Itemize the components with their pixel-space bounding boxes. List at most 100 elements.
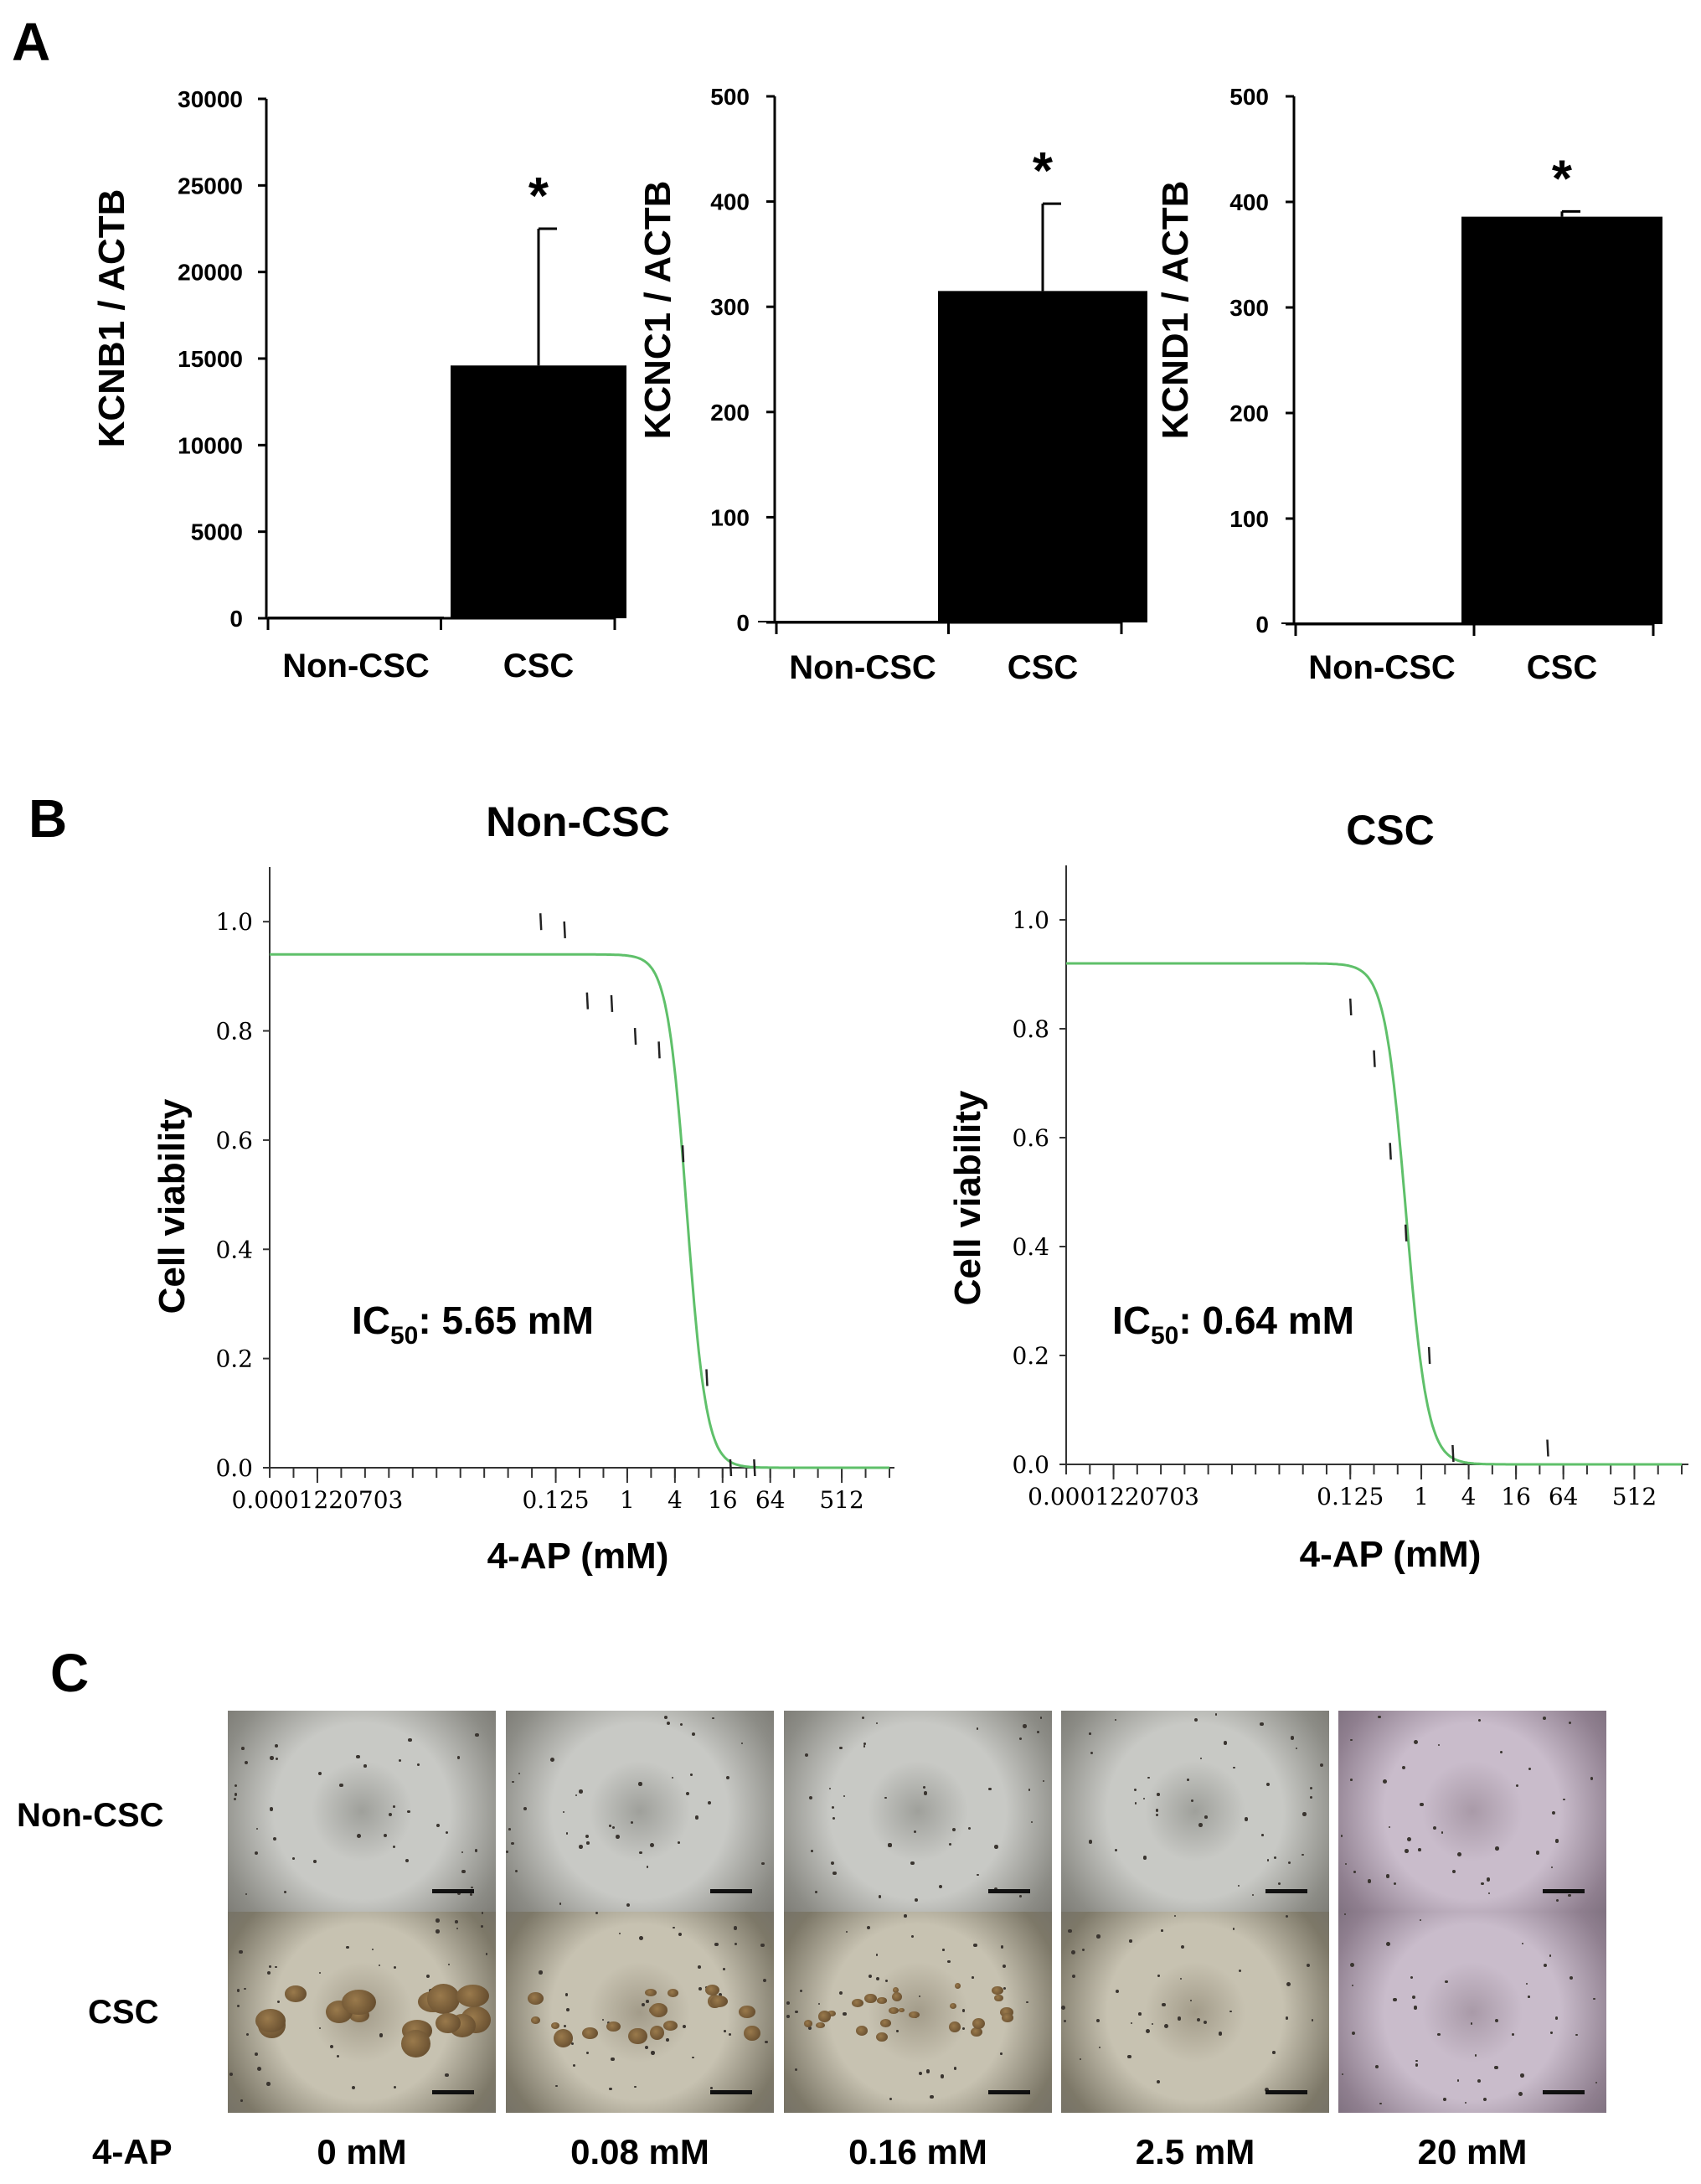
cell-dot xyxy=(911,1934,915,1938)
cell-dot xyxy=(925,2069,930,2073)
cell-dot xyxy=(1379,2102,1383,2105)
cell-dot xyxy=(1550,2032,1553,2034)
cell-dot xyxy=(1415,2059,1418,2063)
cell-dot xyxy=(1127,2054,1131,2058)
cell-dot xyxy=(238,1949,243,1954)
cell-dot xyxy=(586,1841,590,1845)
cell-dot xyxy=(1156,1809,1159,1812)
cell-dot xyxy=(291,1857,295,1860)
cell-dot xyxy=(393,1966,396,1970)
scale-bar xyxy=(710,2090,752,2094)
cell-dot xyxy=(485,1953,487,1955)
ic50-annotation: IC50: 5.65 mM xyxy=(352,1299,594,1350)
cell-dot xyxy=(1544,1964,1548,1968)
cell-dot xyxy=(672,1777,674,1779)
sphere-colony xyxy=(284,1985,307,2002)
cell-dot xyxy=(863,1745,865,1748)
cell-dot xyxy=(269,1806,274,1811)
cell-dot xyxy=(1385,1874,1389,1878)
cell-dot xyxy=(692,1732,696,1737)
cell-dot xyxy=(1295,1747,1298,1749)
cell-dot xyxy=(1378,1715,1381,1718)
cell-dot xyxy=(399,1759,402,1763)
micrograph-csc-2 xyxy=(784,1912,1052,2113)
cell-dot xyxy=(1350,1779,1353,1782)
cell-dot xyxy=(245,1892,247,1895)
cell-dot xyxy=(1162,2002,1167,2007)
cell-dot xyxy=(1177,2016,1182,2021)
scale-bar xyxy=(1543,1889,1585,1893)
y-tick-label: 0.0 xyxy=(1012,1451,1049,1479)
cell-dot xyxy=(572,2063,576,2068)
sphere-colony xyxy=(877,1997,887,2004)
cell-dot xyxy=(1138,2012,1142,2016)
cell-dot xyxy=(445,2073,449,2078)
cell-dot xyxy=(1002,1964,1007,1969)
sphere-colony xyxy=(744,2026,760,2042)
cell-dot xyxy=(514,1870,518,1873)
cell-dot xyxy=(392,1845,395,1848)
data-point xyxy=(1404,1224,1408,1242)
cell-dot xyxy=(972,1976,974,1979)
x-tick-label: 64 xyxy=(1549,1483,1579,1510)
significance-star: * xyxy=(1033,142,1054,200)
cell-dot xyxy=(1023,1724,1027,1728)
cell-dot xyxy=(714,1942,719,1947)
sphere-colony xyxy=(827,2010,836,2017)
cell-dot xyxy=(1437,2032,1441,2037)
cell-dot xyxy=(1223,1741,1228,1745)
cell-dot xyxy=(1096,1934,1100,1939)
cell-dot xyxy=(455,1920,458,1923)
cell-dot xyxy=(1115,1989,1120,1993)
sphere-colony xyxy=(649,2025,665,2040)
cell-dot xyxy=(832,1871,838,1876)
sphere-colony xyxy=(892,1991,903,2001)
sphere-colony xyxy=(876,2032,889,2042)
cell-dot xyxy=(1413,2006,1417,2010)
sphere-colony xyxy=(709,1995,729,2007)
cell-dot xyxy=(646,1865,649,1868)
sphere-colony xyxy=(1000,2007,1013,2018)
data-point xyxy=(585,992,590,1009)
cell-dot xyxy=(630,1820,633,1824)
cell-dot xyxy=(947,1959,951,1964)
y-tick-label: 0 xyxy=(736,610,750,636)
cell-dot xyxy=(1481,1882,1484,1886)
cell-dot xyxy=(318,1971,321,1975)
cell-dot xyxy=(1512,2032,1514,2036)
cell-dot xyxy=(726,1776,730,1780)
scale-bar xyxy=(988,2090,1030,2094)
cell-dot xyxy=(1344,1913,1347,1916)
data-point xyxy=(1427,1346,1431,1365)
cell-dot xyxy=(1474,2054,1477,2058)
cell-dot xyxy=(1404,1849,1409,1853)
cell-dot xyxy=(869,1975,873,1979)
cell-dot xyxy=(563,2024,567,2027)
y-tick-label: 25000 xyxy=(178,173,243,199)
cell-dot xyxy=(915,1898,919,1902)
scale-bar xyxy=(1543,2090,1585,2094)
cell-dot xyxy=(923,1791,928,1795)
cell-dot xyxy=(1575,2033,1578,2037)
category-label: CSC xyxy=(503,648,574,684)
cell-dot xyxy=(393,2086,396,2089)
cell-dot xyxy=(707,1801,711,1805)
y-tick-label: 0.0 xyxy=(215,1454,253,1482)
cell-dot xyxy=(692,2057,694,2059)
cell-dot xyxy=(436,1918,440,1923)
cell-dot xyxy=(639,1936,644,1941)
y-tick-label: 0.2 xyxy=(1012,1342,1049,1370)
cell-dot xyxy=(555,2084,558,2088)
cell-dot xyxy=(953,2067,957,2070)
sphere-colony xyxy=(645,1988,657,1996)
cell-dot xyxy=(474,1732,479,1737)
cell-dot xyxy=(1420,1802,1425,1807)
cell-dot xyxy=(539,1970,543,1975)
category-label: Non-CSC xyxy=(789,649,936,686)
cell-dot xyxy=(1259,1722,1264,1727)
x-tick-label: 0.0001220703 xyxy=(1028,1483,1199,1510)
sphere-colony xyxy=(856,2026,868,2037)
cell-dot xyxy=(1344,1862,1347,1865)
bar-csc xyxy=(938,291,1147,622)
y-axis-label: Cell viability xyxy=(152,1098,193,1314)
